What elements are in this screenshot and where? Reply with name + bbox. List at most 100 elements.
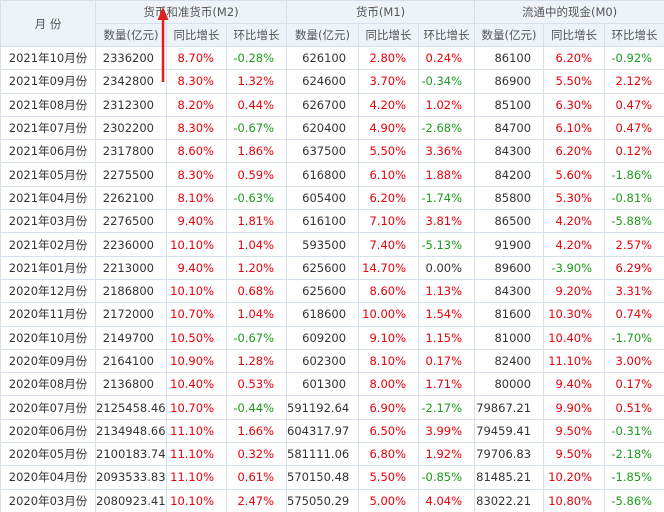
percent-cell: 1.20% [225,255,288,280]
percent-cell: 10.70% [166,395,227,420]
amount-cell: 2134948.66 [95,418,167,444]
percent-cell: 10.10% [166,278,227,304]
amount-cell: 618600 [286,302,360,327]
amount-cell: 2125458.46 [95,395,167,420]
percent-cell: 1.88% [418,162,476,187]
percent-cell: 6.30% [543,92,606,117]
column-header: 环比增长 [604,23,664,47]
percent-cell: 9.10% [358,325,420,350]
amount-cell: 85800 [474,185,545,211]
month-cell: 2020年10月份 [0,325,96,350]
percent-cell: 0.00% [418,255,476,280]
percent-cell: -5.88% [604,209,664,234]
percent-cell: -0.31% [604,418,664,444]
amount-cell: 89600 [474,255,545,280]
group-header: 货币(M1) [286,0,476,24]
amount-cell: 616800 [286,162,360,187]
month-cell: 2021年05月份 [0,162,96,187]
percent-cell: 10.80% [543,488,606,512]
group-header: 货币和准货币(M2) [94,0,288,24]
amount-cell: 625600 [286,278,360,304]
percent-cell: 1.02% [418,92,476,117]
percent-cell: -0.81% [604,185,664,211]
amount-cell: 626100 [286,45,360,71]
month-header: 月 份 [0,0,96,47]
month-cell: 2021年02月份 [0,232,96,257]
month-cell: 2021年04月份 [0,185,96,211]
percent-cell: 4.20% [358,92,420,117]
amount-cell: 84700 [474,115,545,141]
table-row: 2020年08月份 2136800 10.40% 0.53% 601300 8.00% 1.… [0,372,664,397]
percent-cell: 6.50% [358,418,420,444]
table-row: 2020年09月份 2164100 10.90% 1.28% 602300 8.10% 0.… [0,348,664,374]
percent-cell: 8.30% [166,69,227,94]
percent-cell: 8.70% [166,45,227,71]
percent-cell: 0.61% [225,465,288,490]
column-header: 环比增长 [225,23,288,47]
percent-cell: 1.13% [418,278,476,304]
amount-cell: 2164100 [95,348,167,374]
amount-cell: 2302200 [95,115,167,141]
percent-cell: 6.10% [543,115,606,141]
percent-cell: 9.50% [543,418,606,444]
amount-cell: 86900 [474,69,545,94]
percent-cell: 8.10% [358,348,420,374]
percent-cell: 0.53% [225,372,288,397]
table-row: 2021年03月份 2276500 9.40% 1.81% 616100 7.10% 3.8… [0,209,664,234]
amount-cell: 86100 [474,45,545,71]
percent-cell: 0.51% [604,395,664,420]
table-body: 2021年10月份 2336200 8.70% -0.28% 626100 2.80% 0.… [0,45,664,512]
percent-cell: 6.20% [543,139,606,164]
percent-cell: 10.50% [166,325,227,350]
percent-cell: 3.99% [418,418,476,444]
percent-cell: 1.92% [418,442,476,467]
percent-cell: 5.60% [543,162,606,187]
month-cell: 2020年03月份 [0,488,96,512]
percent-cell: 10.90% [166,348,227,374]
percent-cell: 8.20% [166,92,227,117]
amount-cell: 84200 [474,162,545,187]
percent-cell: 2.57% [604,232,664,257]
amount-cell: 82400 [474,348,545,374]
percent-cell: 11.10% [166,418,227,444]
percent-cell: 6.90% [358,395,420,420]
percent-cell: 3.00% [604,348,664,374]
percent-cell: 4.20% [543,209,606,234]
table-row: 2020年03月份 2080923.41 10.10% 2.47% 575050.29 5… [0,488,664,512]
amount-cell: 2342800 [95,69,167,94]
percent-cell: -3.90% [543,255,606,280]
percent-cell: -0.44% [225,395,288,420]
table-row: 2021年05月份 2275500 8.30% 0.59% 616800 6.10% 1.8… [0,162,664,187]
table-row: 2021年06月份 2317800 8.60% 1.86% 637500 5.50% 3.3… [0,139,664,164]
subheader-row: 数量(亿元) 同比增长 环比增长 数量(亿元) 同比增长 环比增长 数量(亿元) 同比增长 环比… [1,23,664,47]
percent-cell: -2.68% [418,115,476,141]
percent-cell: -1.74% [418,185,476,211]
amount-cell: 84300 [474,139,545,164]
percent-cell: 1.28% [225,348,288,374]
amount-cell: 626700 [286,92,360,117]
percent-cell: -1.86% [604,162,664,187]
percent-cell: 9.40% [543,372,606,397]
amount-cell: 81000 [474,325,545,350]
percent-cell: 8.30% [166,162,227,187]
amount-cell: 81600 [474,302,545,327]
column-header: 数量(亿元) [95,23,167,47]
percent-cell: 2.47% [225,488,288,512]
amount-cell: 2213000 [95,255,167,280]
percent-cell: -2.17% [418,395,476,420]
percent-cell: 1.15% [418,325,476,350]
percent-cell: -0.34% [418,69,476,94]
amount-cell: 2262100 [95,185,167,211]
amount-cell: 2236000 [95,232,167,257]
percent-cell: 1.86% [225,139,288,164]
percent-cell: 1.04% [225,302,288,327]
table-row: 2021年10月份 2336200 8.70% -0.28% 626100 2.80% 0.… [0,45,664,71]
table-row: 2020年11月份 2172000 10.70% 1.04% 618600 10.00% 1… [0,302,664,327]
percent-cell: 1.54% [418,302,476,327]
percent-cell: 6.20% [543,45,606,71]
percent-cell: 7.40% [358,232,420,257]
amount-cell: 83022.21 [474,488,545,512]
month-cell: 2020年11月份 [0,302,96,327]
